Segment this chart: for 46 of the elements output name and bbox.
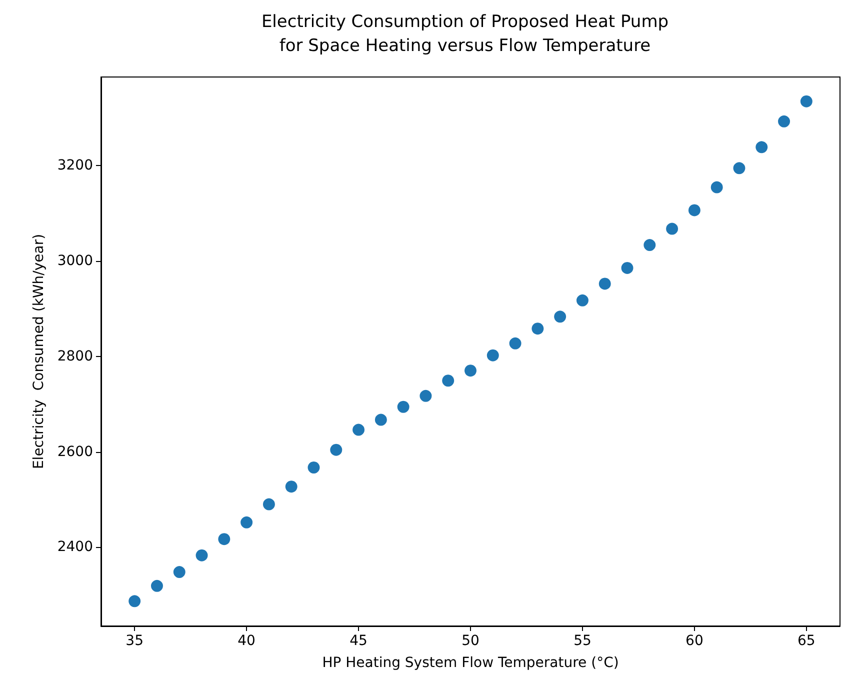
- point: [486, 349, 499, 362]
- x-tick-label: 60: [686, 633, 704, 649]
- x-tick-label: 65: [797, 633, 816, 649]
- y-tick-label: 2800: [57, 348, 93, 364]
- point: [442, 374, 454, 387]
- point: [666, 222, 678, 235]
- point: [688, 204, 700, 216]
- point: [330, 444, 342, 456]
- point: [196, 549, 208, 562]
- point: [621, 262, 634, 274]
- point: [509, 337, 522, 350]
- point: [352, 424, 365, 436]
- point: [778, 115, 790, 128]
- x-tick-label: 45: [350, 633, 368, 649]
- y-axis-title: Electricity Consumed (kWh/year): [31, 234, 47, 470]
- point: [532, 322, 544, 335]
- point: [240, 516, 253, 528]
- point: [285, 480, 298, 493]
- x-tick-label: 35: [126, 633, 144, 649]
- point: [733, 162, 746, 174]
- point: [420, 390, 432, 402]
- point: [644, 239, 656, 252]
- point: [756, 141, 768, 154]
- x-tick-label: 50: [462, 633, 480, 649]
- point: [800, 95, 812, 108]
- y-tick-label: 3000: [57, 252, 93, 269]
- point: [464, 364, 476, 377]
- y-tick-label: 3200: [57, 157, 93, 174]
- point: [397, 400, 410, 413]
- point: [308, 462, 320, 474]
- x-tick-label: 55: [574, 633, 592, 649]
- point: [218, 533, 230, 546]
- point: [710, 181, 723, 194]
- x-axis-title: HP Heating System Flow Temperature (°C): [322, 655, 619, 671]
- point: [598, 278, 611, 290]
- point: [576, 294, 588, 306]
- point: [262, 498, 275, 510]
- x-tick-label: 40: [238, 633, 256, 649]
- point: [374, 414, 387, 426]
- chart-title: Electricity Consumption of Proposed Heat Pump for Space Heating versus Flow Temperature: [261, 12, 669, 56]
- point: [128, 595, 141, 608]
- point: [173, 566, 186, 578]
- point: [554, 310, 566, 323]
- point: [150, 580, 163, 592]
- y-tick-label: 2400: [57, 539, 93, 556]
- y-tick-label: 2600: [57, 444, 93, 460]
